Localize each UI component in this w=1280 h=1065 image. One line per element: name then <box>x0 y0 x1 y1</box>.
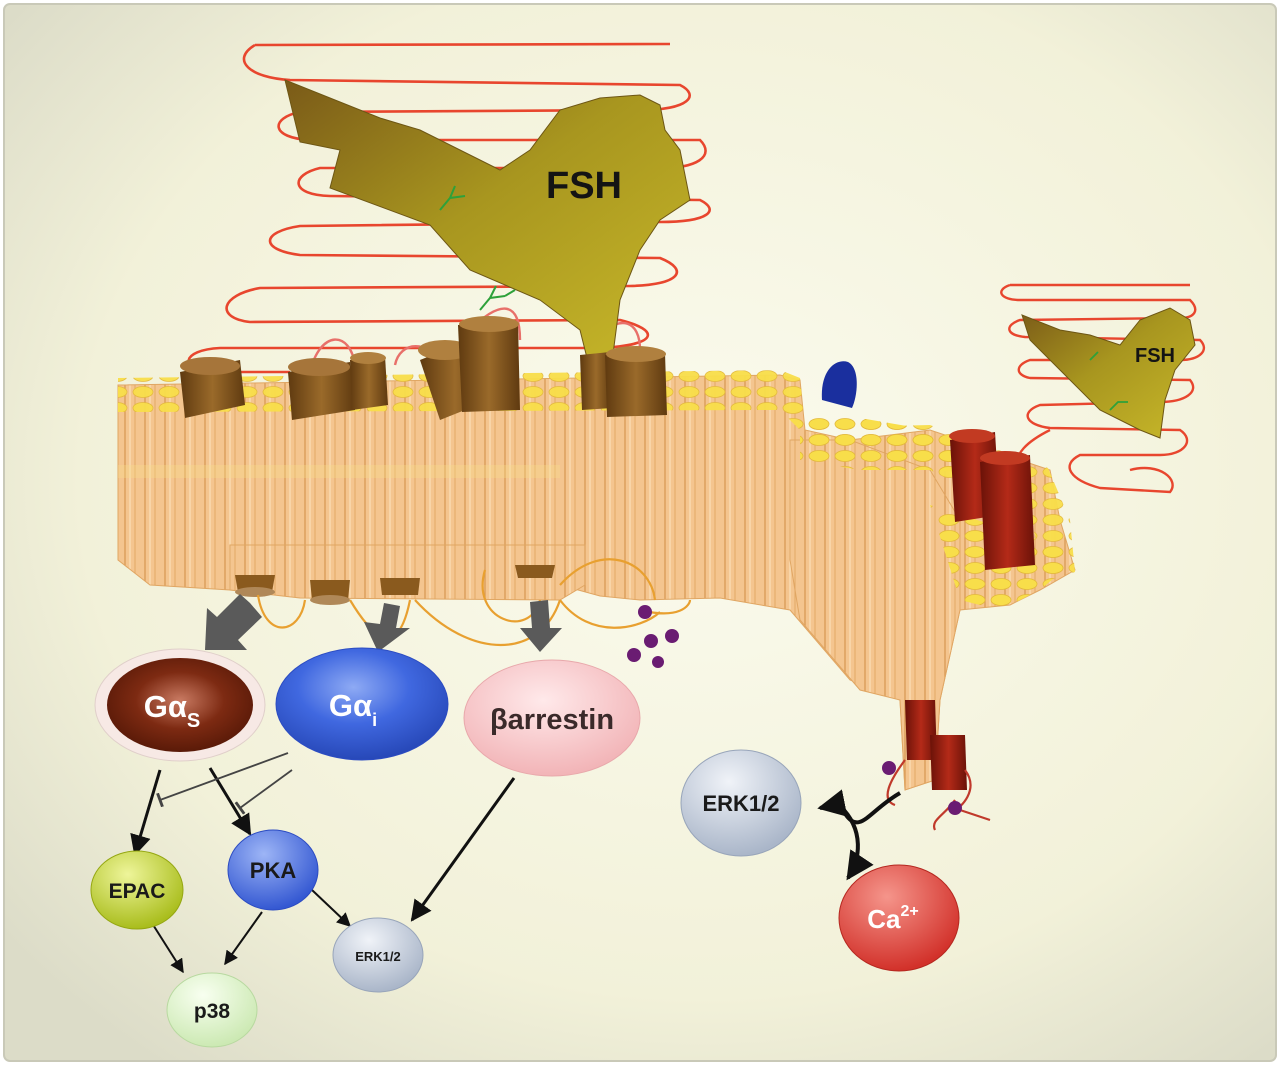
arrow-epac-to-p38 <box>149 919 184 974</box>
svg-text:Gαi: Gαi <box>329 688 377 730</box>
arrow-barrestin-to-erk <box>410 777 516 922</box>
transmembrane-helices-brown <box>180 316 667 420</box>
intracellular-stubs <box>235 565 555 605</box>
gai-label-base: Gα <box>329 688 372 723</box>
glycan-twig <box>439 185 466 211</box>
block-arrow-gas <box>205 594 262 650</box>
effector-gai: Gαi <box>275 647 449 761</box>
transmembrane-helices-red <box>905 429 1035 790</box>
node-erk-right: ERK1/2 <box>680 749 802 857</box>
glycan-twig-small <box>1089 351 1128 411</box>
arrow-gas-to-epac <box>130 769 162 857</box>
fsh-label-small: FSH <box>1135 345 1175 367</box>
gai-label-sub: i <box>372 710 377 730</box>
phospho-sites-left <box>627 605 679 668</box>
ca-label-base: Ca <box>867 904 901 934</box>
fsh-label-large: FSH <box>546 165 622 207</box>
erk-right-label: ERK1/2 <box>702 791 779 816</box>
signaling-arrows <box>130 752 901 974</box>
arrow-pka-to-erk <box>311 889 352 927</box>
node-pka: PKA <box>227 829 319 911</box>
block-arrow-barrestin <box>520 600 562 652</box>
intracellular-loops-right <box>886 759 991 831</box>
phospho-sites-right <box>882 761 962 815</box>
barrestin-label: βarrestin <box>490 704 614 736</box>
arrow-erk-ca-exchange-2 <box>838 804 874 881</box>
erk-left-label: ERK1/2 <box>355 949 401 964</box>
block-arrow-gai <box>364 603 410 652</box>
inhibit-gai-to-epac <box>156 752 289 808</box>
epac-label: EPAC <box>109 880 166 903</box>
ca-label-sup: 2+ <box>901 903 919 920</box>
svg-text:GαS: GαS <box>144 689 201 732</box>
blue-membrane-protein <box>821 361 857 408</box>
gas-label-sub: S <box>187 710 200 732</box>
effector-gas: GαS <box>94 648 266 762</box>
effector-barrestin: βarrestin <box>463 659 641 777</box>
fsh-receptor-right <box>882 283 1206 831</box>
node-p38: p38 <box>166 972 258 1048</box>
p38-label: p38 <box>194 1000 231 1023</box>
node-epac: EPAC <box>90 850 184 930</box>
membrane-step-heads <box>800 418 1000 475</box>
fsh-hormone-small <box>1021 307 1196 439</box>
svg-text:Ca2+: Ca2+ <box>867 903 919 934</box>
pka-label: PKA <box>250 858 297 883</box>
membrane-mid-heads <box>118 465 560 478</box>
fsh-hormone-large <box>284 79 691 371</box>
gas-label-base: Gα <box>144 689 187 724</box>
receptor-loop-links <box>308 307 642 373</box>
glycan-twig <box>479 285 516 311</box>
membrane-to-effector-arrows <box>205 594 562 652</box>
fsh-receptor-left <box>180 42 711 668</box>
arrow-pka-to-p38 <box>224 911 263 966</box>
node-erk-left: ERK1/2 <box>332 917 424 993</box>
node-calcium: Ca2+ <box>838 864 960 972</box>
inhibit-gai-to-pka <box>234 769 293 815</box>
